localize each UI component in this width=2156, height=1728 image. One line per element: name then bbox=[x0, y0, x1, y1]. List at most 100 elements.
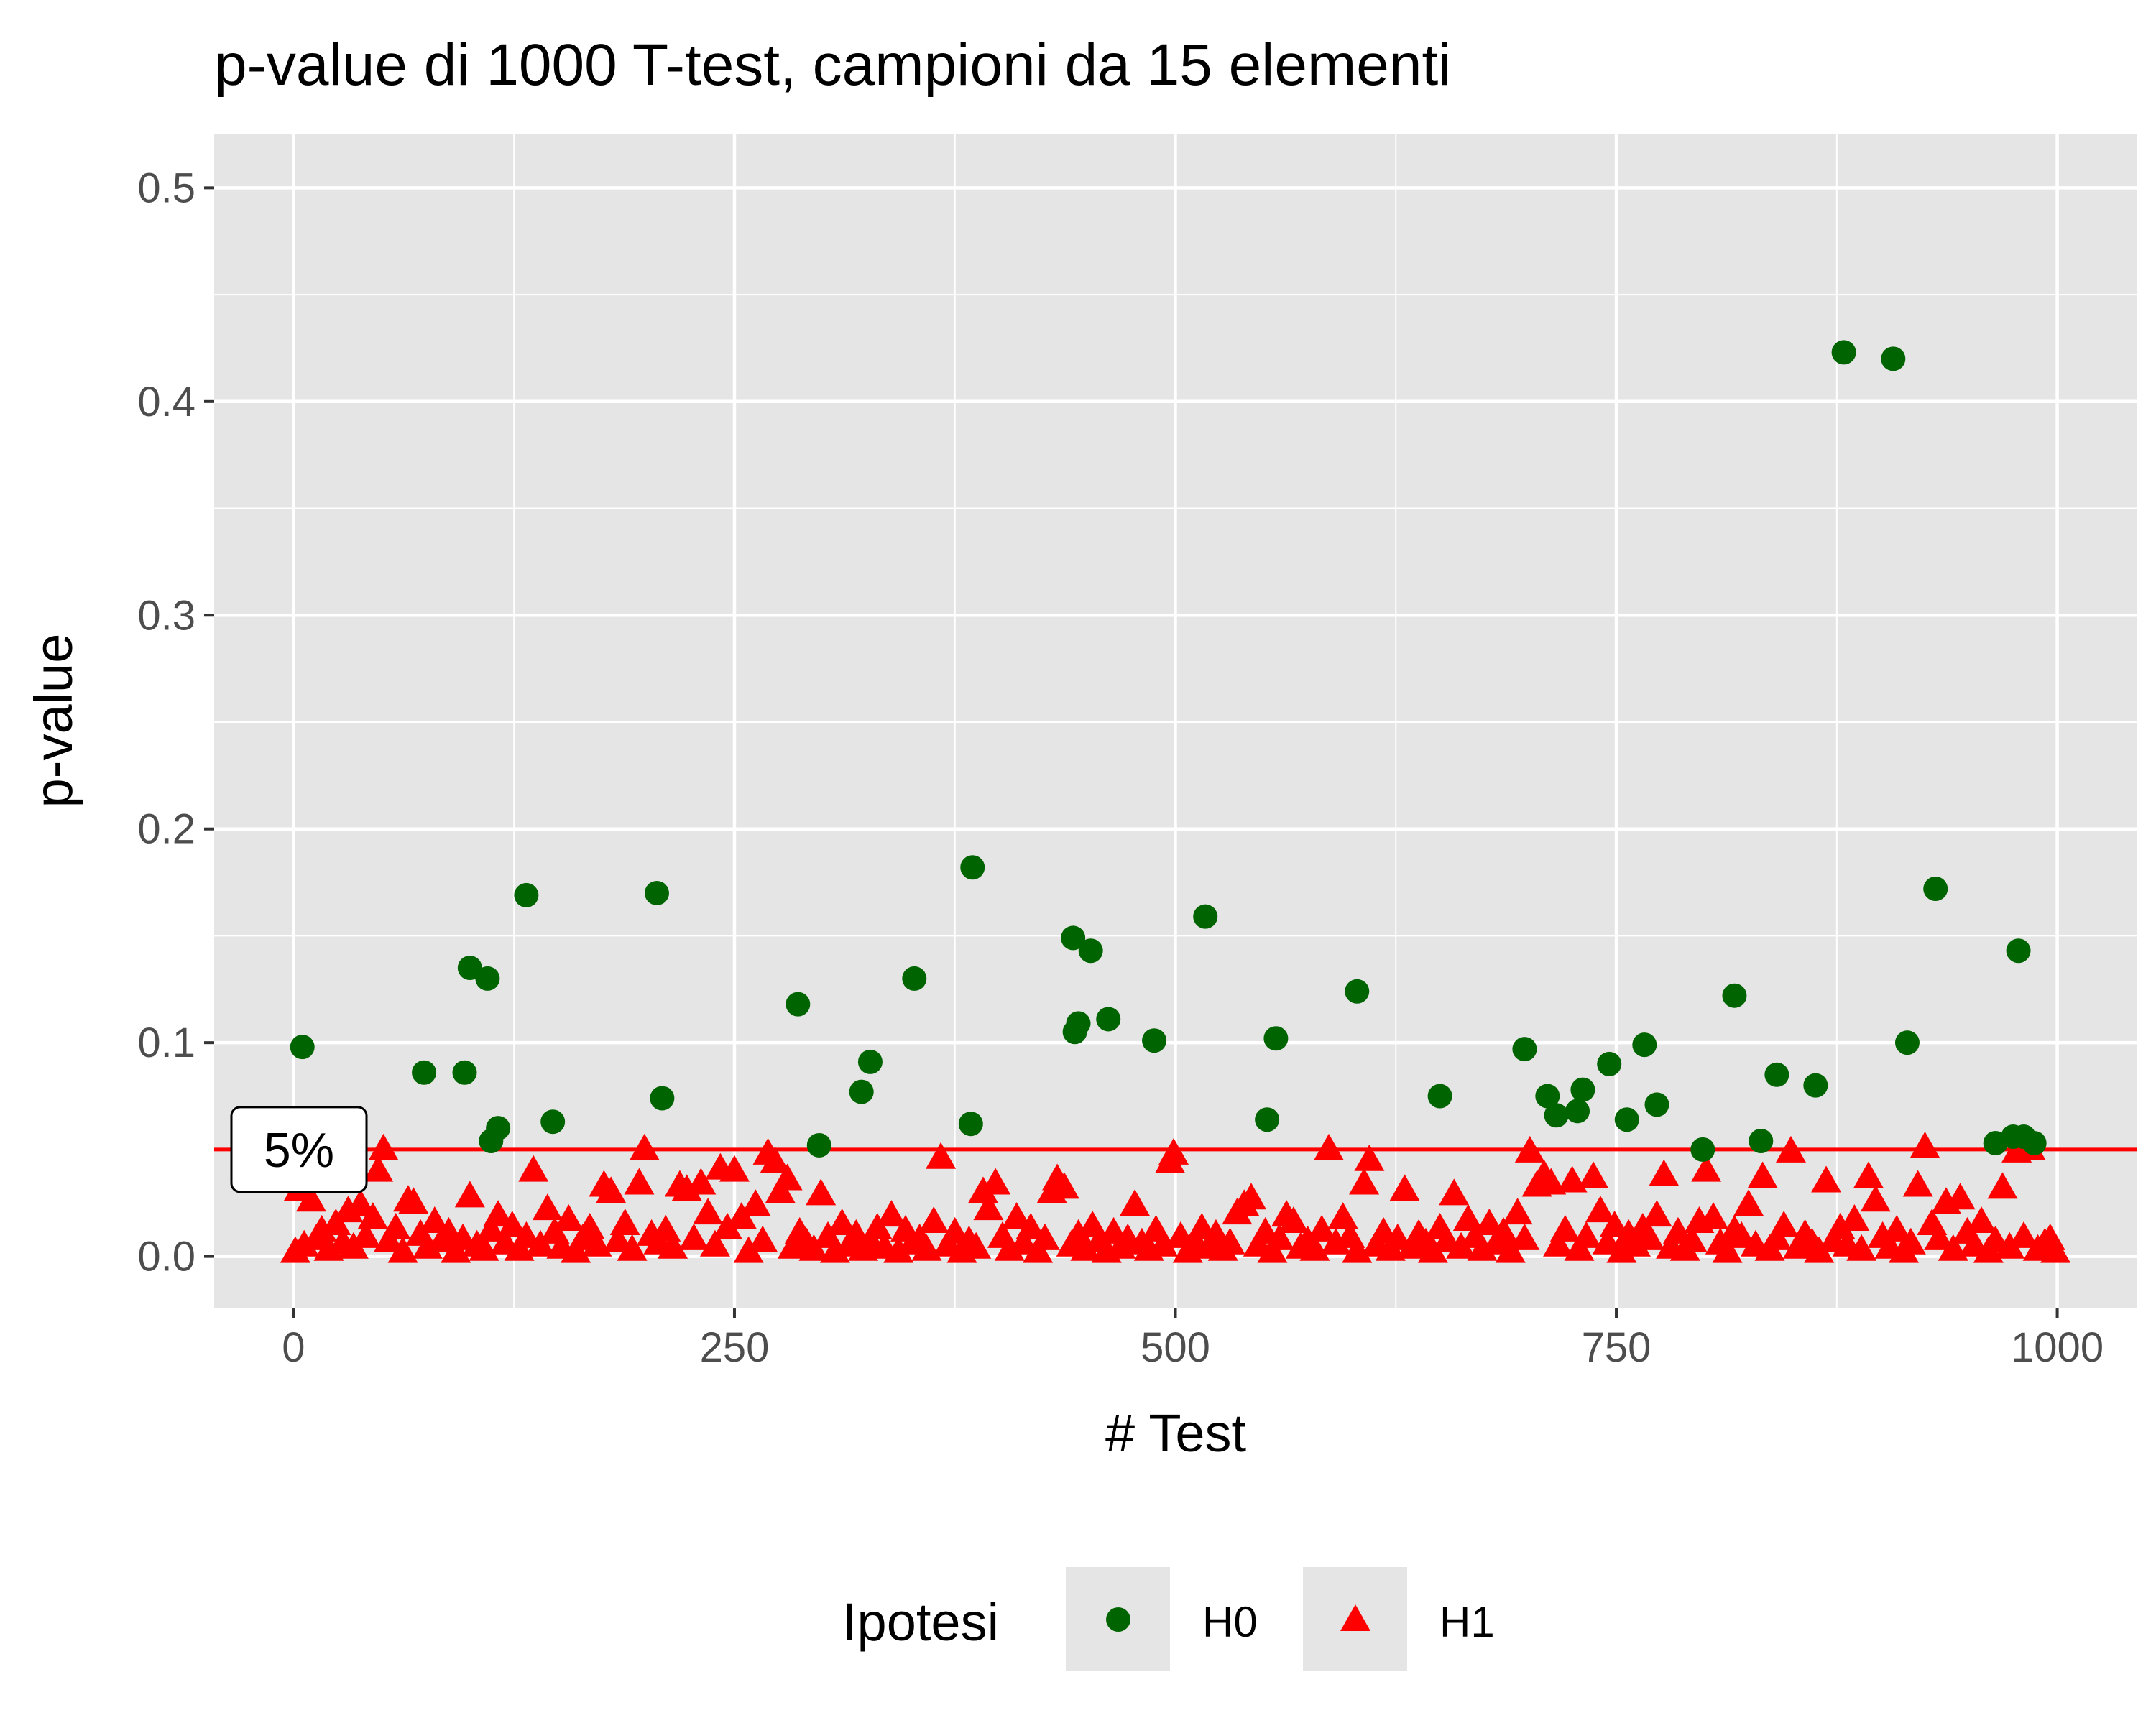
h1-point bbox=[295, 1185, 326, 1212]
h1-point bbox=[1536, 1168, 1567, 1195]
h1-point bbox=[1641, 1200, 1672, 1227]
h1-point bbox=[596, 1176, 627, 1203]
h0-point bbox=[457, 956, 482, 981]
h1-point bbox=[1502, 1198, 1533, 1225]
h1-point bbox=[973, 1193, 1004, 1221]
h1-point bbox=[1158, 1137, 1189, 1165]
h0-point bbox=[1263, 1026, 1289, 1051]
h1-point bbox=[740, 1189, 771, 1216]
h1-point bbox=[772, 1163, 803, 1191]
h1-point bbox=[380, 1212, 411, 1239]
h1-point bbox=[918, 1206, 949, 1234]
h1-point bbox=[1509, 1223, 1540, 1250]
h1-point bbox=[678, 1223, 709, 1250]
h0-point bbox=[514, 882, 539, 907]
h1-point bbox=[351, 1221, 382, 1248]
x-tick-label: 500 bbox=[1141, 1324, 1210, 1371]
h1-point bbox=[483, 1200, 514, 1227]
h1-point bbox=[1649, 1159, 1680, 1186]
chart-title: p-value di 1000 T-test, campioni da 15 e… bbox=[214, 32, 1452, 98]
h1-point bbox=[1148, 1229, 1179, 1257]
h1-point bbox=[1349, 1168, 1380, 1195]
h1-point bbox=[357, 1202, 388, 1229]
h1-point bbox=[368, 1133, 399, 1160]
h1-point bbox=[1015, 1212, 1046, 1239]
h1-point bbox=[826, 1208, 857, 1235]
h0-point bbox=[1061, 925, 1086, 951]
h1-point bbox=[1446, 1232, 1477, 1259]
h0-point bbox=[1142, 1028, 1167, 1053]
h1-point bbox=[1049, 1172, 1079, 1199]
h1-point bbox=[345, 1189, 376, 1216]
h1-point bbox=[1881, 1214, 1912, 1242]
h1-point bbox=[1698, 1202, 1729, 1229]
h1-point bbox=[617, 1234, 648, 1261]
h1-point bbox=[658, 1232, 688, 1259]
h1-point bbox=[1811, 1165, 1842, 1193]
h1-point bbox=[511, 1221, 542, 1248]
legend-label-h1: H1 bbox=[1439, 1598, 1495, 1646]
h0-point bbox=[1345, 979, 1370, 1004]
h0-point bbox=[1690, 1137, 1715, 1162]
threshold-label-box bbox=[230, 1106, 368, 1193]
h0-point bbox=[1803, 1073, 1828, 1098]
h0-point bbox=[650, 1086, 675, 1111]
threshold-label: 5% bbox=[264, 1123, 334, 1178]
h1-point bbox=[939, 1216, 970, 1244]
h1-point bbox=[1987, 1172, 2018, 1199]
h1-point bbox=[806, 1178, 837, 1206]
h1-point bbox=[1726, 1221, 1757, 1248]
h1-point bbox=[387, 1236, 418, 1263]
h0-point bbox=[806, 1132, 831, 1158]
h0-point bbox=[644, 880, 669, 905]
h1-point bbox=[760, 1146, 791, 1173]
h1-point bbox=[1488, 1216, 1519, 1244]
h1-point bbox=[1264, 1223, 1295, 1250]
x-axis: 0 250 500 750 1000 bbox=[282, 1308, 2104, 1371]
h1-point bbox=[876, 1200, 907, 1227]
h1-point bbox=[1902, 1170, 1933, 1197]
h1-point bbox=[1029, 1223, 1060, 1250]
h1-point bbox=[629, 1133, 660, 1160]
h0-point bbox=[475, 966, 500, 991]
legend: Ipotesi H0 H1 bbox=[842, 1567, 1495, 1671]
h1-point bbox=[1839, 1204, 1870, 1232]
h0-point bbox=[1066, 1011, 1091, 1036]
h1-point bbox=[2008, 1221, 2039, 1248]
h1-point bbox=[1747, 1161, 1778, 1188]
h1-point bbox=[1314, 1133, 1345, 1160]
h1-point bbox=[1592, 1227, 1623, 1255]
threshold-label-group: 5% bbox=[230, 1106, 368, 1193]
h1-point bbox=[1327, 1202, 1358, 1229]
h1-point bbox=[1215, 1227, 1245, 1255]
h0-point bbox=[1544, 1103, 1569, 1128]
h1-point bbox=[419, 1206, 450, 1234]
h1-point bbox=[1769, 1210, 1800, 1237]
h1-point bbox=[398, 1187, 429, 1214]
h0-point bbox=[486, 1116, 511, 1141]
h1-point bbox=[602, 1225, 633, 1252]
h1-point bbox=[926, 1142, 957, 1169]
y-tick-label: 0.5 bbox=[137, 165, 195, 211]
h1-point bbox=[553, 1204, 584, 1232]
h1-point bbox=[1733, 1189, 1764, 1216]
h1-point bbox=[1474, 1208, 1505, 1235]
h1-point bbox=[1439, 1178, 1470, 1206]
h0-point bbox=[2022, 1130, 2047, 1155]
h0-point bbox=[849, 1079, 874, 1104]
legend-symbol-h1 bbox=[1340, 1604, 1370, 1631]
h0-point bbox=[857, 1049, 883, 1074]
h1-point bbox=[1571, 1221, 1602, 1248]
h0-point bbox=[1923, 876, 1948, 901]
h0-point bbox=[1565, 1099, 1590, 1124]
y-tick-label: 0.0 bbox=[137, 1234, 195, 1280]
h0-point bbox=[1722, 983, 1747, 1008]
h0-point bbox=[960, 855, 985, 880]
h0-point bbox=[1764, 1062, 1789, 1087]
h1-point bbox=[1585, 1196, 1616, 1223]
h1-point bbox=[624, 1168, 655, 1195]
h1-point bbox=[1389, 1174, 1420, 1201]
h0-point bbox=[290, 1035, 315, 1060]
x-tick-label: 250 bbox=[700, 1324, 770, 1371]
h1-point bbox=[609, 1208, 640, 1235]
